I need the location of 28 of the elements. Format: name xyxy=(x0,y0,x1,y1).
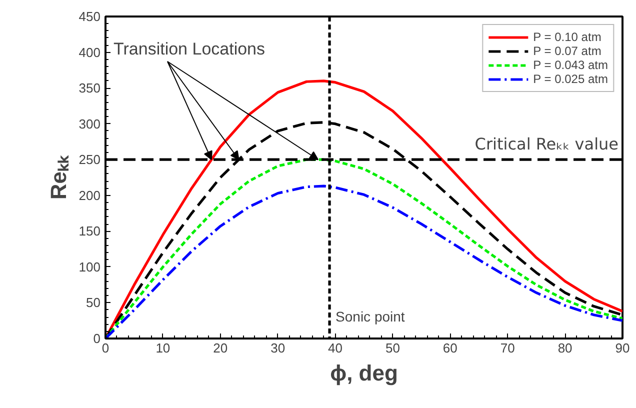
x-tick-label: 30 xyxy=(270,340,286,356)
y-tick-label: 200 xyxy=(78,188,101,203)
legend-label: P = 0.025 atm xyxy=(533,72,608,86)
y-tick-label: 350 xyxy=(78,80,101,96)
legend-label: P = 0.043 atm xyxy=(533,58,608,72)
x-tick-label: 50 xyxy=(385,340,400,356)
x-tick-label: 80 xyxy=(558,340,572,356)
y-tick-label: 100 xyxy=(78,259,101,274)
x-axis-title: ϕ, deg xyxy=(330,360,398,386)
y-tick-label: 50 xyxy=(86,295,101,310)
ref-line-label: Critical Reₖₖ value xyxy=(474,134,618,154)
y-axis-title: Reₖₖ xyxy=(46,154,71,200)
y-tick-label: 250 xyxy=(78,152,101,168)
y-tick-label: 450 xyxy=(78,9,101,24)
y-tick-label: 400 xyxy=(78,44,101,60)
y-tick-label: 300 xyxy=(78,116,101,132)
x-tick-label: 90 xyxy=(615,340,630,356)
x-tick-label: 40 xyxy=(328,340,343,356)
y-tick-label: 150 xyxy=(78,224,101,239)
x-tick-label: 60 xyxy=(442,340,458,356)
legend-label: P = 0.07 atm xyxy=(533,44,602,58)
x-tick-label: 70 xyxy=(500,340,515,356)
legend-label: P = 0.10 atm xyxy=(533,30,602,44)
x-tick-label: 10 xyxy=(156,340,170,356)
y-tick-label: 0 xyxy=(93,331,101,346)
ref-line-label: Sonic point xyxy=(336,308,405,324)
x-tick-label: 20 xyxy=(213,340,228,356)
annotation: Transition Locations xyxy=(114,40,266,58)
